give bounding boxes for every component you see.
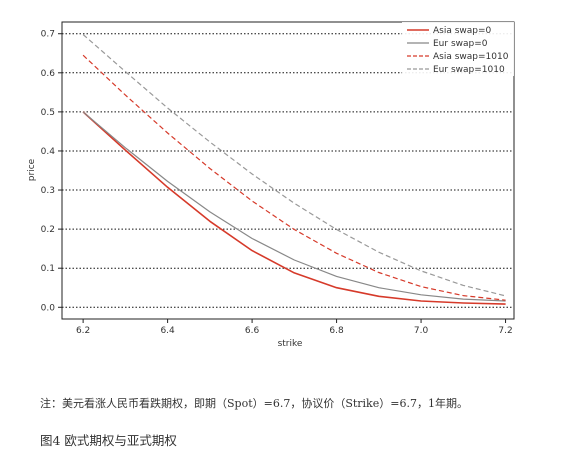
series-line: [82, 54, 506, 301]
x-tick-label: 7.0: [414, 326, 429, 336]
x-tick-label: 6.8: [329, 326, 344, 336]
series-lines: [82, 34, 506, 305]
y-tick-label: 0.2: [41, 225, 55, 235]
y-tick-label: 0.0: [41, 303, 56, 313]
legend-label: Eur swap=0: [433, 39, 488, 49]
x-tick-label: 6.2: [76, 326, 90, 336]
y-axis-label: price: [27, 158, 37, 181]
x-tick-label: 7.2: [498, 326, 512, 336]
y-tick-label: 0.6: [41, 69, 56, 79]
y-tick-label: 0.5: [41, 108, 55, 118]
y-tick-label: 0.3: [41, 186, 55, 196]
y-tick-label: 0.1: [41, 264, 55, 274]
y-tick-label: 0.4: [41, 147, 56, 157]
figure-caption: 图4 欧式期权与亚式期权: [40, 433, 177, 448]
x-axis-label: strike: [278, 339, 303, 349]
legend-label: Asia swap=1010: [433, 52, 509, 62]
tick-labels: 0.0 0.1 0.2 0.3 0.4 0.5 0.6 0.7 6.2 6.4 6.6 6.8 7.0 7…: [41, 30, 513, 336]
legend-box: [402, 22, 514, 76]
series-line: [82, 111, 506, 302]
axes: [61, 21, 515, 320]
chart: 0.0 0.1 0.2 0.3 0.4 0.5 0.6 0.7 6.2 6.4 6.6 6.8 7.0 7…: [27, 21, 515, 349]
legend-label: Eur swap=1010: [433, 65, 505, 75]
note-text: 注：美元看涨人民币看跌期权，即期（Spot）=6.7，协议价（Strike）=6…: [40, 397, 468, 410]
legend: Asia swap=0 Eur swap=0 Asia swap=1010 Eur s…: [402, 22, 514, 76]
x-tick-label: 6.6: [245, 326, 260, 336]
y-tick-label: 0.7: [41, 30, 55, 40]
x-tick-label: 6.4: [160, 326, 175, 336]
plot-frame: [61, 21, 515, 320]
legend-label: Asia swap=0: [433, 26, 492, 36]
series-line: [82, 111, 506, 305]
